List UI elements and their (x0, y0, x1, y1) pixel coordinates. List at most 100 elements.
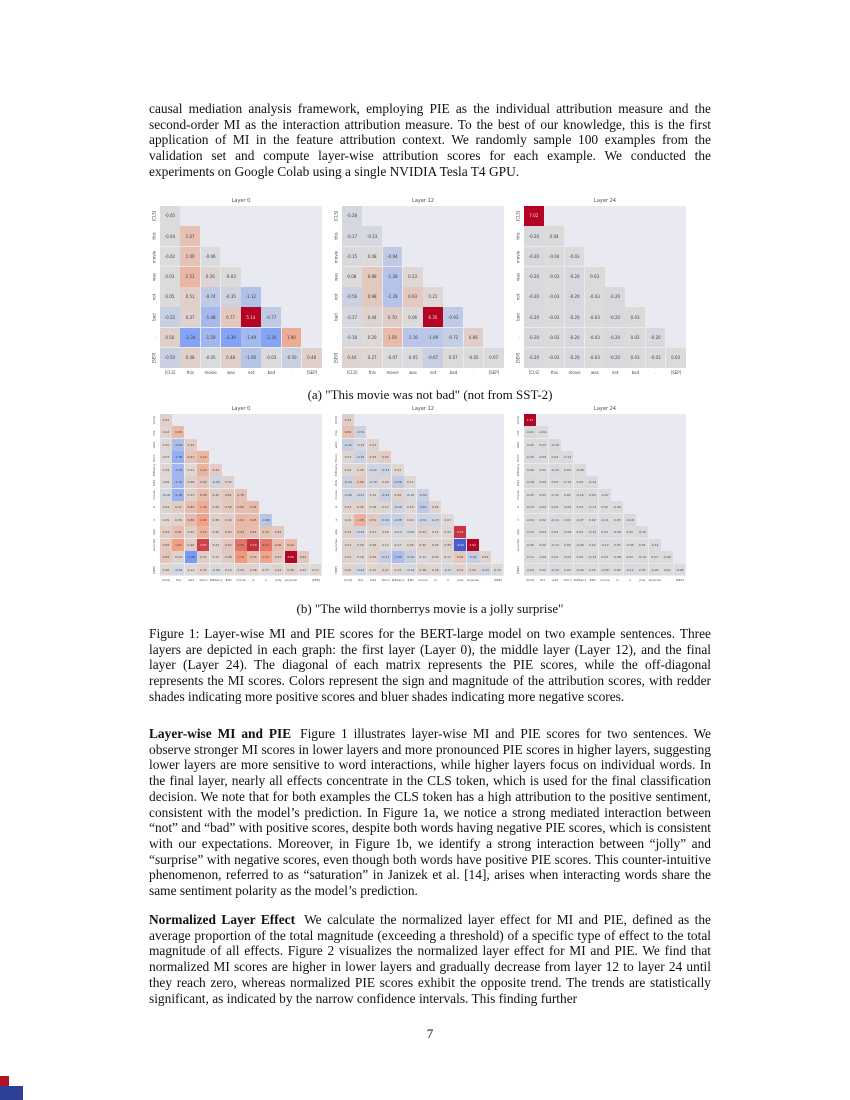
y-tick-label: thorn (334, 453, 338, 462)
heatmap-panel: Layer 24 7.31 -0.21 -0.04 -0.05 0.03 -0.18 -0.2… (513, 406, 691, 588)
heatmap-cell: -2.39 (220, 327, 241, 348)
heatmap-panel: Layer 0 -0.05 -0.04 1.07 -0.02 1.00 -0.06 0.03 1… (149, 198, 327, 380)
heatmap-cell: -0.18 (548, 438, 561, 451)
y-tick-label: jolly (516, 529, 520, 536)
heatmap-cell: 0.24 (429, 538, 442, 551)
y-tick-label: [CLS] (333, 210, 339, 222)
heatmap-cell: 0.32 (222, 476, 235, 489)
heatmap-cell: 0.27 (366, 438, 379, 451)
heatmap-cell: -0.14 (404, 563, 417, 576)
x-tick-label: a (629, 578, 631, 582)
heatmap-cell: 0.66 (463, 327, 484, 348)
heatmap-cell: -0.31 (416, 513, 429, 526)
x-tick-label: [SEP] (306, 370, 318, 375)
heatmap-cell: 0.02 (586, 538, 599, 551)
heatmap-cell: 0.12 (297, 563, 310, 576)
y-tick-label: not (151, 293, 157, 301)
heatmap-cell: 0.11 (416, 551, 429, 564)
x-tick-label: [SEP] (311, 578, 320, 582)
heatmap-cell: 0.95 (247, 513, 260, 526)
heatmap-cell: 1.02 (234, 513, 247, 526)
heatmap-cell: -0.12 (623, 563, 636, 576)
heatmap-cell: -0.03 (544, 327, 564, 348)
heatmap-cell: -0.90 (172, 438, 185, 451)
heatmap-cell: -0.35 (220, 287, 241, 307)
heatmap-cell: 0.04 (544, 226, 564, 246)
heatmap-cell: -0.20 (524, 266, 544, 287)
x-tick-label: [CLS] (346, 370, 358, 375)
heatmap-cell: 0.22 (160, 426, 172, 439)
x-tick-label: wild (552, 578, 559, 582)
heatmap-cell: -0.03 (536, 451, 549, 464)
heatmap-cell: -0.34 (342, 476, 354, 489)
y-tick-label: this (151, 232, 157, 241)
heatmap-cell: 0.67 (184, 451, 197, 464)
heatmap-cell: -0.61 (416, 501, 429, 514)
heatmap-cell: 0.12 (404, 476, 417, 489)
heatmap-cell: -0.49 (466, 551, 479, 564)
heatmap-cell: 0.29 (354, 538, 367, 551)
heatmap-cell: 0.21 (423, 287, 443, 307)
y-tick-label: not (333, 293, 339, 301)
heatmap-cell: -0.31 (379, 463, 392, 476)
heatmap-cell: -0.06 (611, 526, 624, 539)
heatmap-cell: 0.14 (366, 488, 379, 501)
heatmap-cell: -0.03 (645, 347, 666, 368)
heatmap-cell: 0.90 (272, 538, 285, 551)
heatmap-cell: 0.77 (220, 307, 241, 327)
y-tick-label: movie (334, 490, 338, 500)
x-tick-label: ##berry (209, 578, 223, 582)
heatmap-cell: 0.03 (548, 551, 561, 564)
heatmap-cell: 0.36 (209, 513, 222, 526)
heatmap-cell: 0.02 (573, 526, 586, 539)
x-tick-label: ##s (225, 578, 232, 582)
heatmap-cell: -0.20 (564, 266, 585, 287)
heatmap-cell: 0.02 (536, 563, 549, 576)
heatmap-cell: 0.03 (625, 307, 645, 327)
heatmap-cell: 1.28 (354, 513, 367, 526)
heatmap-cell: -0.16 (160, 488, 172, 501)
x-tick-label: [CLS] (526, 578, 535, 582)
figure1b-caption: (b) "The wild thornberrys movie is a jol… (296, 601, 564, 616)
heatmap-cell: -0.05 (402, 347, 423, 368)
heatmap-cell: 1.79 (234, 551, 247, 564)
heatmap-plot-area: 7.31 -0.21 -0.04 -0.05 0.03 -0.18 -0.20 -0.03 0.… (524, 414, 686, 576)
y-tick-label: a (516, 519, 520, 521)
heatmap-cell: -0.20 (524, 226, 544, 246)
heatmap-cell: 0.30 (416, 538, 429, 551)
heatmap-cell: 0.56 (354, 476, 367, 489)
heatmap-cell: -0.03 (584, 327, 605, 348)
heatmap-cell: 0.81 (247, 526, 260, 539)
heatmap-cell: 0.02 (586, 513, 599, 526)
heatmap-cell: 0.38 (184, 476, 197, 489)
y-tick-label: this (333, 232, 339, 241)
x-tick-label: movie (386, 370, 399, 375)
x-tick-label: ##berry (573, 578, 587, 582)
heatmap-cell: -0.55 (160, 307, 180, 327)
heatmap-cell: 0.05 (160, 287, 180, 307)
heatmap-cell: 0.31 (454, 563, 467, 576)
heatmap-cell: 0.23 (429, 551, 442, 564)
heatmap-cell: 0.32 (366, 551, 379, 564)
heatmap-cell: -0.35 (354, 451, 367, 464)
heatmap-cell: 0.79 (247, 551, 260, 564)
heatmap-cell: 0.07 (441, 513, 454, 526)
heatmap-cell: -0.20 (524, 451, 536, 464)
heatmap-cell: -0.17 (441, 563, 454, 576)
x-tick-label: the (176, 578, 182, 582)
heatmap-cell: 0.37 (180, 307, 200, 327)
heatmap-cell: -0.34 (416, 488, 429, 501)
heatmap-cell: -0.20 (524, 327, 544, 348)
heatmap-cell: -0.68 (259, 513, 272, 526)
heatmap-cell: 0.23 (342, 501, 354, 514)
y-tick-label: . (334, 556, 338, 558)
heatmap-cell: 0.98 (172, 426, 185, 439)
heatmap-cell: 0.33 (366, 451, 379, 464)
heatmap-cell: 0.27 (362, 347, 382, 368)
y-tick-label: [SEP] (516, 565, 520, 574)
section-heading: Normalized Layer Effect (149, 912, 296, 927)
heatmap-cell: 0.17 (379, 501, 392, 514)
y-tick-label: ##s (516, 479, 520, 486)
x-tick-label: ##s (589, 578, 596, 582)
heatmap-cell: -0.03 (584, 347, 605, 368)
